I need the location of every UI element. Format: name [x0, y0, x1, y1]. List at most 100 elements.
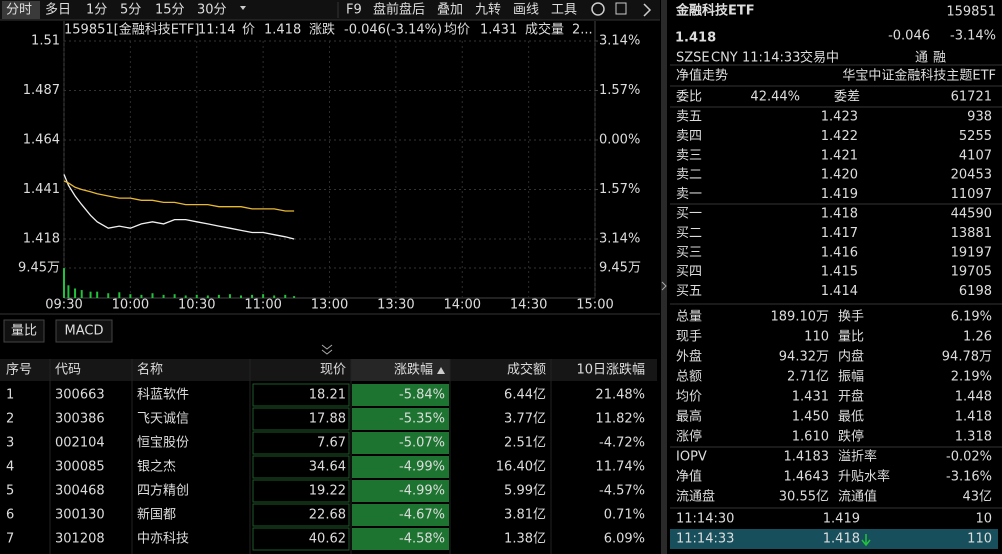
tool[interactable]: F9: [346, 3, 362, 18]
table-header: [0, 359, 657, 381]
x-tick-label: 13:00: [311, 298, 348, 313]
book-price: 1.422: [821, 129, 858, 144]
table-cell[interactable]: 四方精创: [137, 483, 189, 499]
stat-label: 最低: [838, 410, 864, 425]
table-cell: 1: [6, 388, 14, 403]
expand-icon[interactable]: [643, 3, 652, 17]
y-tick-label: 1.441: [23, 182, 60, 197]
quote-change-label: 涨跌: [309, 22, 335, 38]
quote-time: 11:14: [198, 23, 235, 38]
stat-value: 43亿: [962, 490, 992, 505]
indicator-tab-label[interactable]: 量比: [11, 324, 37, 339]
table-cell[interactable]: 300468: [55, 484, 105, 499]
stat-label: 开盘: [838, 389, 864, 405]
stat-value: 1.431: [792, 390, 829, 405]
table-cell: 6.44亿: [504, 388, 546, 403]
table-cell: -5.84%: [399, 388, 445, 403]
tool[interactable]: 九转: [475, 3, 501, 18]
table-cell: 40.62: [309, 532, 346, 547]
tab[interactable]: 分时: [6, 3, 32, 18]
change-cell-bg: [352, 456, 449, 478]
table-cell[interactable]: 科蓝软件: [137, 388, 189, 403]
market-info: 交易中: [800, 50, 839, 66]
column-header[interactable]: 序号: [6, 363, 32, 378]
stat-value: 6.19%: [951, 310, 992, 325]
table-cell[interactable]: 300085: [55, 460, 105, 475]
tab[interactable]: 1分: [86, 3, 107, 18]
last-price: 1.418: [675, 31, 716, 46]
y2-tick-label: 1.57%: [599, 182, 640, 197]
book-price: 1.416: [821, 245, 858, 260]
column-header[interactable]: 成交额: [507, 362, 546, 378]
change-cell-bg: [352, 504, 449, 526]
book-label: 买四: [676, 265, 702, 280]
x-tick-label: 10:00: [112, 298, 149, 313]
dropdown-icon[interactable]: [240, 6, 246, 10]
stat-value: 1.418: [955, 410, 992, 425]
change-cell-bg: [352, 480, 449, 502]
sort-icon[interactable]: [437, 367, 445, 374]
indicator-tab[interactable]: [55, 319, 113, 343]
price-change: -0.046: [888, 29, 930, 44]
stat-label: 现手: [676, 330, 702, 345]
collapse-icon[interactable]: [321, 344, 333, 355]
nav-trend[interactable]: 净值走势: [676, 68, 728, 84]
copy-icon[interactable]: [615, 2, 627, 15]
table-cell[interactable]: 飞天诚信: [137, 412, 189, 427]
y2-tick-label: 0.00%: [599, 133, 640, 148]
price-cell-box: [252, 479, 350, 503]
column-header[interactable]: 名称: [137, 362, 163, 378]
table-cell[interactable]: 300663: [55, 388, 105, 403]
table-cell[interactable]: 002104: [55, 436, 105, 451]
tick-price: 1.419: [823, 512, 860, 527]
badge[interactable]: 通: [915, 51, 928, 66]
tool[interactable]: 盘前盘后: [373, 2, 425, 18]
tool[interactable]: 叠加: [437, 3, 463, 18]
stat-label: 流通值: [838, 489, 877, 505]
tool[interactable]: 工具: [551, 3, 577, 18]
book-price: 1.414: [821, 284, 858, 299]
indicator-tab-label[interactable]: MACD: [65, 324, 104, 339]
table-cell[interactable]: 中亦科技: [137, 531, 189, 547]
stat-value: 2.71亿: [787, 370, 829, 385]
table-cell: -5.35%: [399, 412, 445, 427]
table-cell[interactable]: 新国都: [137, 507, 176, 523]
tool[interactable]: 画线: [513, 3, 539, 18]
change-cell-bg: [352, 384, 449, 406]
price-cell-box: [252, 455, 350, 479]
table-cell[interactable]: 301208: [55, 532, 105, 547]
book-volume: 13881: [951, 226, 992, 241]
settings-icon[interactable]: [591, 2, 605, 16]
quote-price: 1.418: [264, 23, 301, 38]
tick-time: 11:14:33: [676, 532, 734, 547]
indicator-tab[interactable]: [3, 319, 45, 343]
latest-tick-highlight: [670, 529, 998, 549]
table-cell[interactable]: 300386: [55, 412, 105, 427]
table-cell[interactable]: 300130: [55, 508, 105, 523]
tab[interactable]: 15分: [155, 3, 185, 18]
table-cell[interactable]: 恒宝股份: [137, 436, 189, 451]
stat-value: 110: [804, 330, 829, 345]
table-cell: 3: [6, 436, 14, 451]
column-header[interactable]: 涨跌幅: [394, 362, 433, 378]
book-volume: 938: [967, 110, 992, 125]
table-cell: 19.22: [309, 484, 346, 499]
tab[interactable]: 30分: [197, 3, 227, 18]
stat-value: 1.450: [792, 410, 829, 425]
badge[interactable]: 融: [933, 51, 946, 66]
stat-value: 1.448: [955, 390, 992, 405]
column-header[interactable]: 10日涨跌幅: [576, 362, 645, 378]
column-header[interactable]: 现价: [320, 363, 346, 378]
table-cell[interactable]: 银之杰: [137, 460, 176, 475]
x-tick-label: 11:00: [244, 298, 281, 313]
column-header[interactable]: 代码: [55, 363, 81, 378]
splitter-arrow[interactable]: [661, 281, 667, 291]
book-label: 买一: [676, 207, 702, 222]
stat-label: 跌停: [838, 429, 864, 445]
x-tick-label: 10:30: [178, 298, 215, 313]
table-cell: 5.99亿: [504, 484, 546, 499]
tab[interactable]: 5分: [120, 3, 141, 18]
table-cell: 4: [6, 460, 14, 475]
tab[interactable]: 多日: [45, 2, 71, 18]
